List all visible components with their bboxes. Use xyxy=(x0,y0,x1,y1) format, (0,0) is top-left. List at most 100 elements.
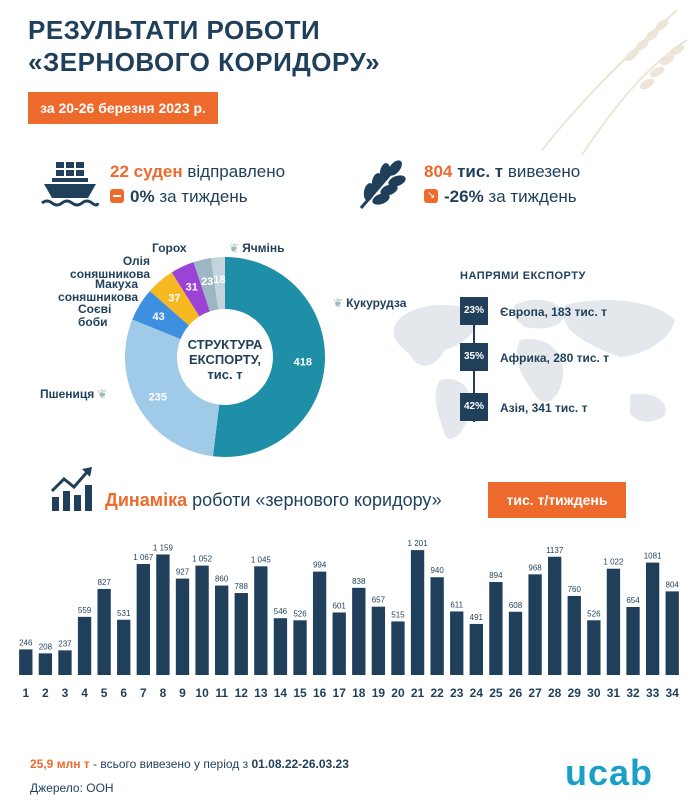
bar-category-label: 29 xyxy=(568,686,582,700)
bar-category-label: 23 xyxy=(450,686,464,700)
bar-category-label: 3 xyxy=(62,686,69,700)
bar-category-label: 2 xyxy=(42,686,49,700)
label-meal: Макуха соняшникова xyxy=(58,277,138,304)
bar-value-label: 559 xyxy=(78,606,92,615)
direction-africa-label: Африка, 280 тис. т xyxy=(500,351,610,365)
wheat-icon xyxy=(359,160,406,209)
bar-category-label: 1 xyxy=(22,686,29,700)
ucab-logo: ucab xyxy=(565,752,654,793)
bar xyxy=(528,574,542,675)
donut-center-line-1: СТРУКТУРА xyxy=(187,337,263,352)
down-arrow-icon: ↘ xyxy=(424,189,438,203)
label-corn: ❦ Кукурудза xyxy=(333,296,407,310)
bar-category-label: 33 xyxy=(646,686,660,700)
bar xyxy=(567,595,581,675)
bar xyxy=(489,582,503,675)
bar-category-label: 14 xyxy=(274,686,288,700)
bar xyxy=(38,653,53,675)
bar xyxy=(332,612,346,675)
donut-center-line-3: тис. т xyxy=(207,367,243,382)
bar-category-label: 12 xyxy=(235,686,249,700)
bar xyxy=(175,578,190,675)
bar xyxy=(19,649,33,675)
date-range-badge: за 20-26 березня 2023 р. xyxy=(28,92,218,124)
bar-value-label: 1081 xyxy=(644,552,662,561)
bar xyxy=(273,618,288,675)
direction-europe-percent: 23% xyxy=(460,297,488,325)
bar-category-label: 25 xyxy=(489,686,503,700)
source-note: Джерело: ООН xyxy=(30,781,114,795)
direction-africa-percent: 35% xyxy=(460,343,488,371)
leaf-icon: ❦ xyxy=(333,296,344,310)
bar xyxy=(548,556,562,675)
world-map xyxy=(393,299,675,439)
bar-value-label: 1 052 xyxy=(192,555,213,564)
bar-category-label: 9 xyxy=(179,686,186,700)
page-title: РЕЗУЛЬТАТИ РОБОТИ «ЗЕРНОВОГО КОРИДОРУ» xyxy=(28,14,488,78)
leaf-icon: ❦ xyxy=(97,387,108,401)
ships-stat: 22 суден відправлено xyxy=(110,162,285,182)
dynamics-title-rest: роботи «зернового коридору» xyxy=(192,490,442,510)
ships-change-value: 0% xyxy=(130,187,155,206)
bar-category-label: 5 xyxy=(101,686,108,700)
total-period: 01.08.22-26.03.23 xyxy=(251,757,349,771)
bar-value-label: 526 xyxy=(293,609,307,618)
bar xyxy=(97,588,111,675)
bar xyxy=(156,554,170,675)
bar-value-label: 804 xyxy=(666,580,680,589)
label-soy: Соєві боби xyxy=(78,302,112,329)
leaf-icon: ❦ xyxy=(229,241,240,255)
dynamics-title-highlight: Динаміка xyxy=(105,490,188,510)
donut-value-label: 235 xyxy=(149,392,167,404)
ships-value: 22 суден xyxy=(110,162,183,181)
title-line-1: РЕЗУЛЬТАТИ РОБОТИ xyxy=(28,15,321,45)
bar-category-label: 30 xyxy=(587,686,601,700)
label-oil: Олія соняшникова xyxy=(70,254,150,281)
bar xyxy=(117,619,131,675)
bar-category-label: 28 xyxy=(548,686,562,700)
bar-value-label: 1 045 xyxy=(251,555,272,564)
ships-change: 0% за тиждень xyxy=(110,187,248,207)
direction-asia-label: Азія, 341 тис. т xyxy=(500,401,588,415)
bar-category-label: 17 xyxy=(333,686,347,700)
label-peas: Горох xyxy=(152,241,187,255)
bar-value-label: 838 xyxy=(352,577,366,586)
bar-value-label: 515 xyxy=(391,610,405,619)
volume-stat: 804 тис. т вивезено xyxy=(424,162,580,182)
bar-value-label: 654 xyxy=(626,596,640,605)
unit-badge: тис. т/тиждень xyxy=(488,482,626,518)
bar xyxy=(195,565,209,675)
donut-center-label: СТРУКТУРА ЕКСПОРТУ, тис. т xyxy=(170,337,280,382)
volume-value: 804 xyxy=(424,162,453,181)
bar-value-label: 608 xyxy=(509,601,523,610)
bar xyxy=(371,606,386,675)
label-wheat: Пшениця ❦ xyxy=(40,387,108,401)
donut-value-label: 18 xyxy=(213,274,225,286)
bar xyxy=(254,566,268,675)
bar xyxy=(215,585,229,675)
donut-slice xyxy=(125,319,220,457)
donut-value-label: 31 xyxy=(186,281,198,293)
bar-value-label: 526 xyxy=(587,609,601,618)
bar-category-label: 32 xyxy=(626,686,640,700)
donut-value-label: 418 xyxy=(294,357,312,369)
bar xyxy=(58,650,72,675)
bar-category-label: 8 xyxy=(160,686,167,700)
bar-value-label: 1 067 xyxy=(133,553,154,562)
bar-value-label: 1 022 xyxy=(603,558,624,567)
bar xyxy=(606,568,621,675)
bar-value-label: 546 xyxy=(274,607,288,616)
bar-value-label: 657 xyxy=(372,596,386,605)
bar-category-label: 6 xyxy=(120,686,127,700)
bar xyxy=(626,606,640,675)
volume-change: ↘ -26% за тиждень xyxy=(424,187,577,207)
bar xyxy=(410,550,425,675)
total-value: 25,9 млн т xyxy=(30,757,90,771)
direction-europe-label: Європа, 183 тис. т xyxy=(500,305,607,319)
bar-value-label: 1137 xyxy=(546,546,564,555)
bar-category-label: 21 xyxy=(411,686,425,700)
bar xyxy=(665,591,679,675)
donut-slice xyxy=(193,257,219,312)
bar-category-label: 7 xyxy=(140,686,147,700)
donut-slice xyxy=(149,272,200,326)
